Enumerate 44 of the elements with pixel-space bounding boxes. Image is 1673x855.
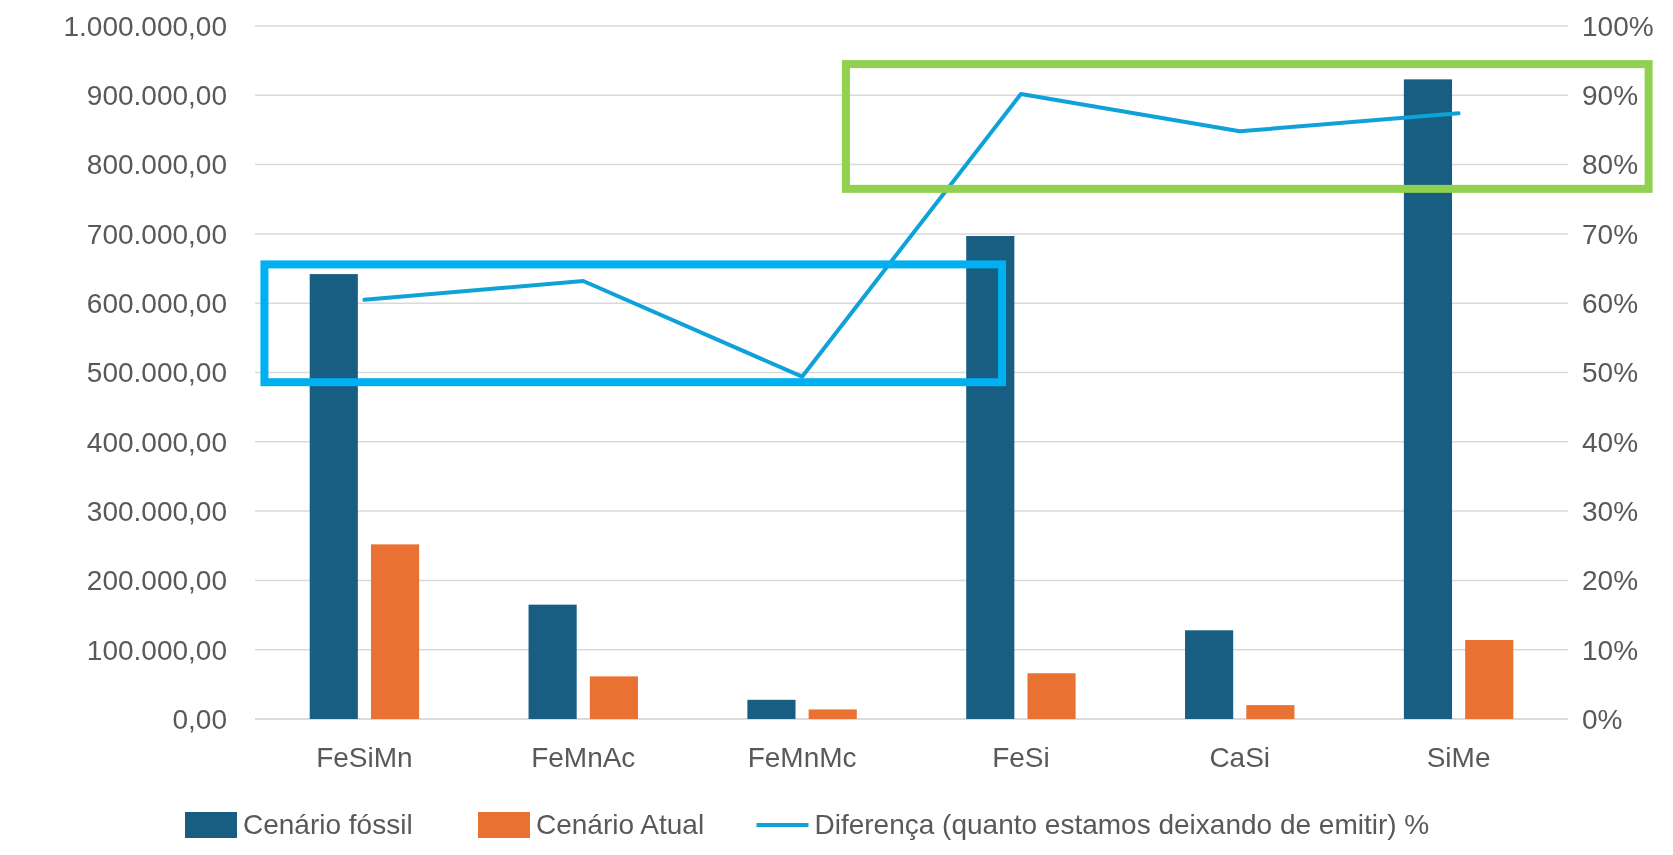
y-tick-label: 400.000,00: [86, 426, 227, 458]
bar: [1403, 79, 1453, 719]
x-tick-label: FeSiMn: [316, 742, 413, 773]
legend-label: Diferença (quanto estamos deixando de emitir) %: [814, 809, 1430, 840]
bar: [309, 274, 358, 719]
y-tick-label: 200.000,00: [86, 565, 227, 597]
x-tick-label: SiMe: [1426, 742, 1491, 773]
x-tick-label: CaSi: [1209, 742, 1271, 773]
x-tick-label: FeMnAc: [531, 742, 636, 773]
bar: [589, 676, 638, 719]
y-tick-label: 700.000,00: [86, 218, 227, 250]
y-tick-label: 500.000,00: [86, 357, 227, 389]
bar: [1027, 673, 1076, 719]
y2-tick-label: 70%: [1582, 218, 1639, 250]
y2-tick-label: 80%: [1582, 149, 1639, 181]
y2-tick-label: 20%: [1582, 565, 1639, 597]
x-tick-label: FeSi: [992, 742, 1050, 773]
y-tick-label: 300.000,00: [86, 495, 227, 527]
y2-tick-label: 40%: [1582, 426, 1639, 458]
legend-label: Cenário Atual: [536, 809, 705, 840]
legend-label: Cenário fóssil: [243, 809, 413, 840]
bar: [1246, 705, 1295, 719]
y2-tick-label: 60%: [1582, 288, 1639, 319]
y2-tick-label: 0%: [1582, 703, 1623, 735]
bar: [1465, 640, 1514, 719]
y-tick-label: 900.000,00: [86, 80, 227, 112]
y-tick-label: 800.000,00: [86, 149, 227, 181]
line-series: [362, 91, 1461, 379]
y2-tick-label: 100%: [1582, 10, 1654, 42]
y-tick-label: 1.000.000,00: [63, 10, 227, 42]
x-tick-label: FeMnMc: [747, 742, 857, 773]
bar: [370, 544, 420, 719]
bar: [528, 604, 577, 719]
bar: [966, 235, 1015, 719]
bar: [808, 709, 857, 719]
y-tick-label: 100.000,00: [86, 634, 227, 666]
bar: [747, 699, 796, 719]
y2-tick-label: 50%: [1582, 357, 1639, 389]
y2-tick-label: 90%: [1582, 80, 1639, 112]
y-tick-label: 600.000,00: [86, 288, 227, 319]
y2-tick-label: 10%: [1582, 634, 1639, 666]
y2-tick-label: 30%: [1582, 495, 1639, 527]
y-tick-label: 0,00: [172, 703, 227, 735]
bar: [1185, 630, 1234, 719]
